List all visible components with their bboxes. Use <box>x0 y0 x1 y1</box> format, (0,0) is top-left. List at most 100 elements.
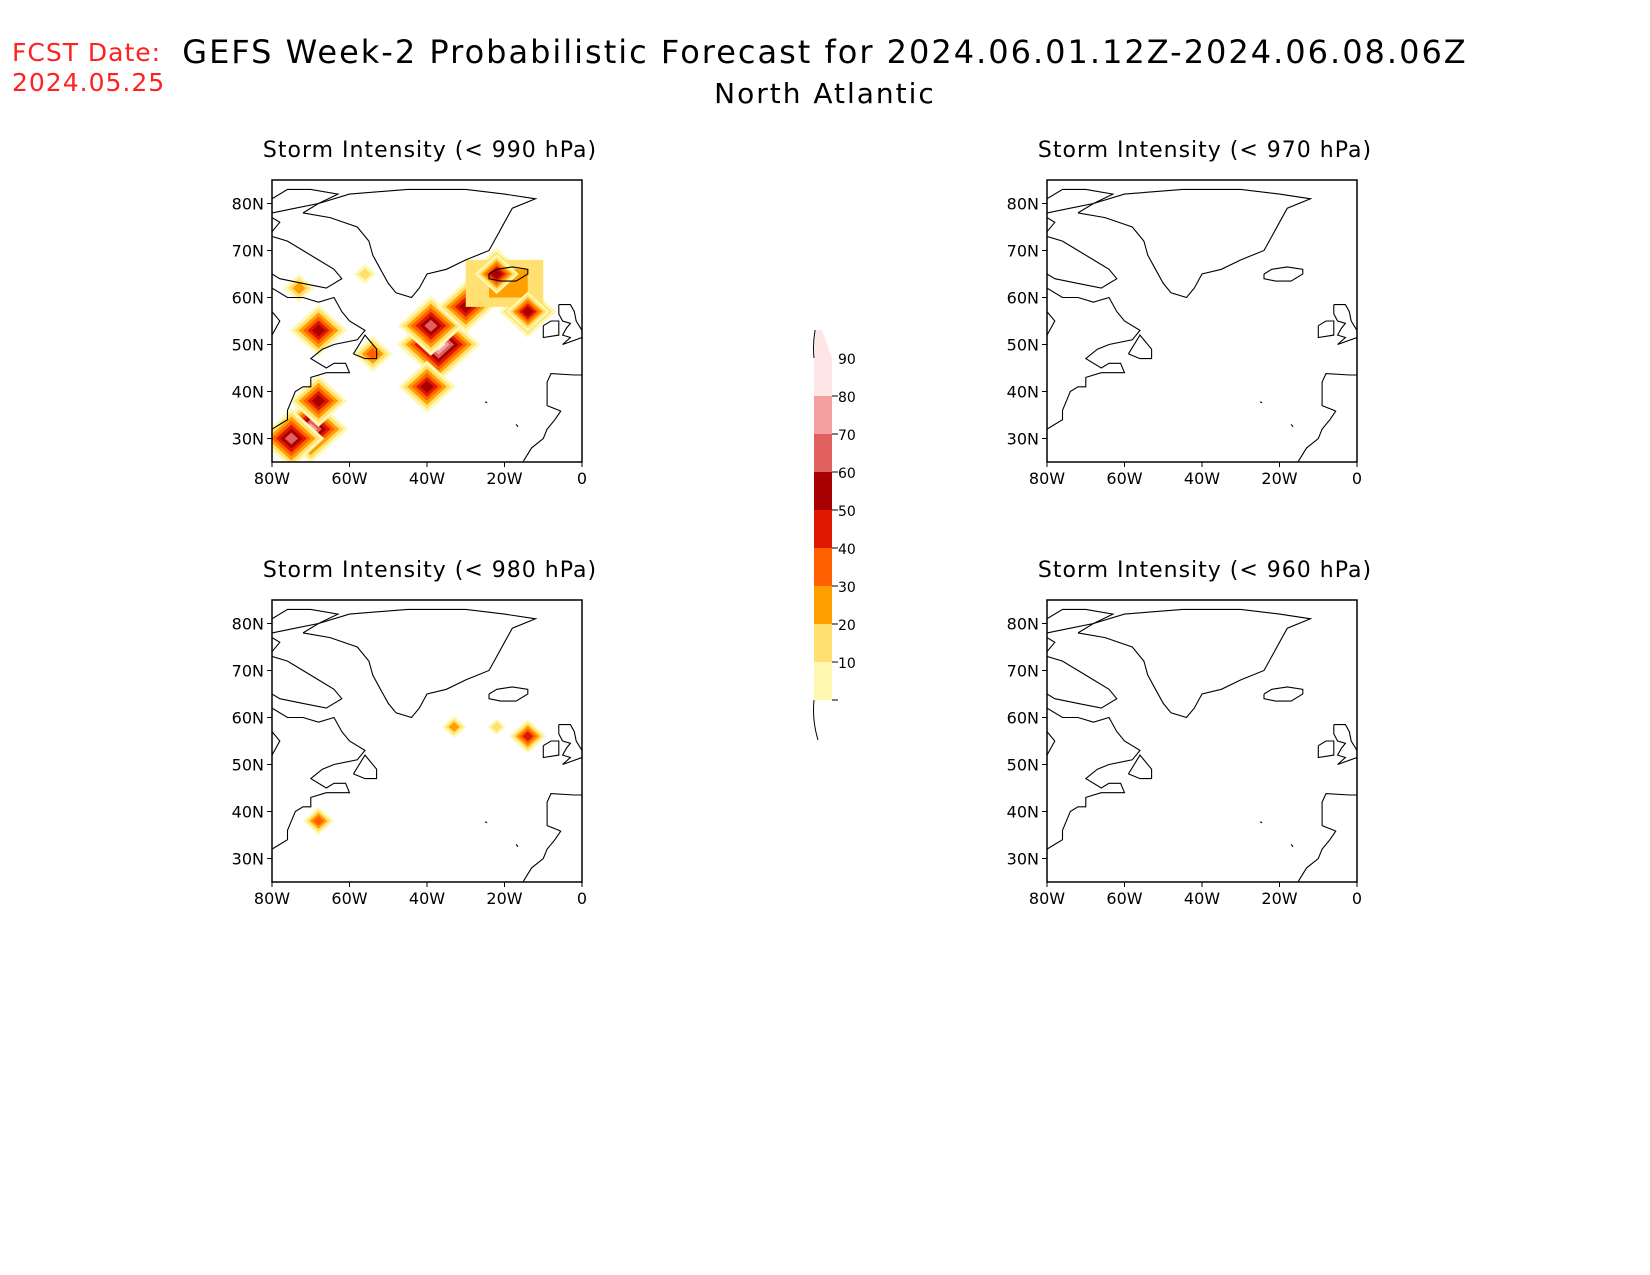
lat-tick-label: 70N <box>232 662 264 681</box>
probability-shading <box>303 715 547 835</box>
lon-tick-label: 20W <box>1261 469 1297 488</box>
coastline <box>272 655 343 709</box>
lon-tick-label: 60W <box>331 889 367 908</box>
panel-title: Storm Intensity (< 960 hPa) <box>1037 558 1373 583</box>
colorbar-label: 40 <box>838 542 856 558</box>
coastline <box>542 740 560 759</box>
coastline <box>1127 754 1153 780</box>
lon-tick-label: 40W <box>1184 469 1220 488</box>
lat-tick-label: 30N <box>232 850 264 869</box>
coastline <box>272 707 366 850</box>
lat-tick-label: 50N <box>232 336 264 355</box>
colorbar-label: 50 <box>838 504 856 520</box>
coastline <box>488 686 529 702</box>
coastline <box>1259 401 1263 404</box>
coastline <box>272 637 281 653</box>
coastline <box>1047 637 1056 653</box>
coastline <box>302 608 538 719</box>
coastline <box>272 217 281 233</box>
colorbar-swatch-60 <box>814 472 832 510</box>
lat-tick-label: 60N <box>1007 709 1039 728</box>
lon-tick-label: 40W <box>409 889 445 908</box>
lon-tick-label: 0 <box>577 469 587 488</box>
lat-tick-label: 30N <box>1007 430 1039 449</box>
colorbar-top-cap <box>814 318 832 358</box>
lat-tick-label: 50N <box>1007 756 1039 775</box>
coastline <box>272 731 281 756</box>
lat-tick-label: 80N <box>1007 615 1039 634</box>
probability-contour-20 <box>358 268 372 280</box>
colorbar: 90 80 70 60 50 40 30 20 10 <box>800 317 880 750</box>
colorbar-swatch-70 <box>814 434 832 472</box>
coastline <box>1127 334 1153 360</box>
lat-tick-label: 70N <box>232 242 264 261</box>
probability-contour-70 <box>284 432 298 445</box>
lon-tick-label: 80W <box>254 469 290 488</box>
map-frame <box>1046 599 1358 883</box>
coastline <box>1077 188 1313 299</box>
lat-tick-label: 80N <box>232 615 264 634</box>
coastline <box>515 844 519 848</box>
lat-tick-label: 70N <box>1007 662 1039 681</box>
probability-contour-50 <box>522 731 534 742</box>
map-970: 80N 70N 60N 50N 40N 30N 80W 60W 40W 20W 0 <box>1007 179 1362 488</box>
coastline <box>522 793 582 882</box>
probability-shading <box>272 248 557 462</box>
colorbar-swatch-50 <box>814 510 832 548</box>
colorbar-svg: 90 80 70 60 50 40 30 20 10 <box>813 317 856 741</box>
panel-title: Storm Intensity (< 980 hPa) <box>262 558 598 583</box>
lon-tick-label: 0 <box>1352 469 1362 488</box>
colorbar-swatch-40 <box>814 548 832 586</box>
coastline <box>272 287 366 430</box>
coastline <box>558 724 582 766</box>
forecast-date: FCST Date: 2024.05.25 <box>12 38 165 98</box>
probability-contour-40 <box>313 815 324 826</box>
lat-tick-label: 50N <box>232 756 264 775</box>
colorbar-label: 90 <box>838 352 856 368</box>
lat-tick-label: 80N <box>1007 195 1039 214</box>
coastline <box>272 235 343 289</box>
coastline <box>1333 304 1357 346</box>
coastline <box>1047 188 1115 214</box>
coastline <box>1317 320 1335 339</box>
lon-tick-label: 80W <box>254 889 290 908</box>
coastlines <box>272 608 582 882</box>
colorbar-swatch-80 <box>814 396 832 434</box>
lat-tick-label: 60N <box>1007 289 1039 308</box>
panel-storm-960: Storm Intensity (< 960 hPa) 80N 70N 60N 50N… <box>985 558 1425 938</box>
probability-contour-70 <box>424 319 438 332</box>
coastline <box>1290 424 1294 428</box>
probability-contour-40 <box>366 347 380 360</box>
lat-tick-label: 70N <box>1007 242 1039 261</box>
lon-tick-label: 80W <box>1029 469 1065 488</box>
colorbar-swatch-30 <box>814 586 832 624</box>
lon-tick-label: 60W <box>1106 469 1142 488</box>
coastline <box>484 821 488 824</box>
coastline <box>1077 608 1313 719</box>
panel-storm-990: Storm Intensity (< 990 hPa) 80N 70N 60N 50N… <box>210 138 650 518</box>
map-frame <box>1046 179 1358 463</box>
map-980: 80N 70N 60N 50N 40N 30N 80W 60W 40W 20W 0 <box>232 599 587 908</box>
coastline <box>1047 707 1141 850</box>
colorbar-label: 30 <box>838 580 856 596</box>
lat-tick-label: 30N <box>232 430 264 449</box>
coastline <box>1263 266 1304 282</box>
panel-title: Storm Intensity (< 990 hPa) <box>262 138 598 163</box>
coastline <box>272 311 281 336</box>
page-title: GEFS Week-2 Probabilistic Forecast for 2… <box>182 33 1468 71</box>
coastline <box>302 188 538 299</box>
coastline <box>522 373 582 462</box>
coastline <box>558 304 582 346</box>
probability-contour-20 <box>491 721 503 732</box>
lat-tick-label: 80N <box>232 195 264 214</box>
forecast-date-label: FCST Date: <box>12 38 162 67</box>
coastline <box>1263 686 1304 702</box>
lat-tick-label: 40N <box>1007 383 1039 402</box>
lon-tick-label: 60W <box>1106 889 1142 908</box>
lat-tick-label: 60N <box>232 709 264 728</box>
probability-contour-30 <box>292 282 306 295</box>
coastlines <box>1047 188 1357 462</box>
coastline <box>352 754 378 780</box>
lon-tick-label: 60W <box>331 469 367 488</box>
coastline <box>542 320 560 339</box>
